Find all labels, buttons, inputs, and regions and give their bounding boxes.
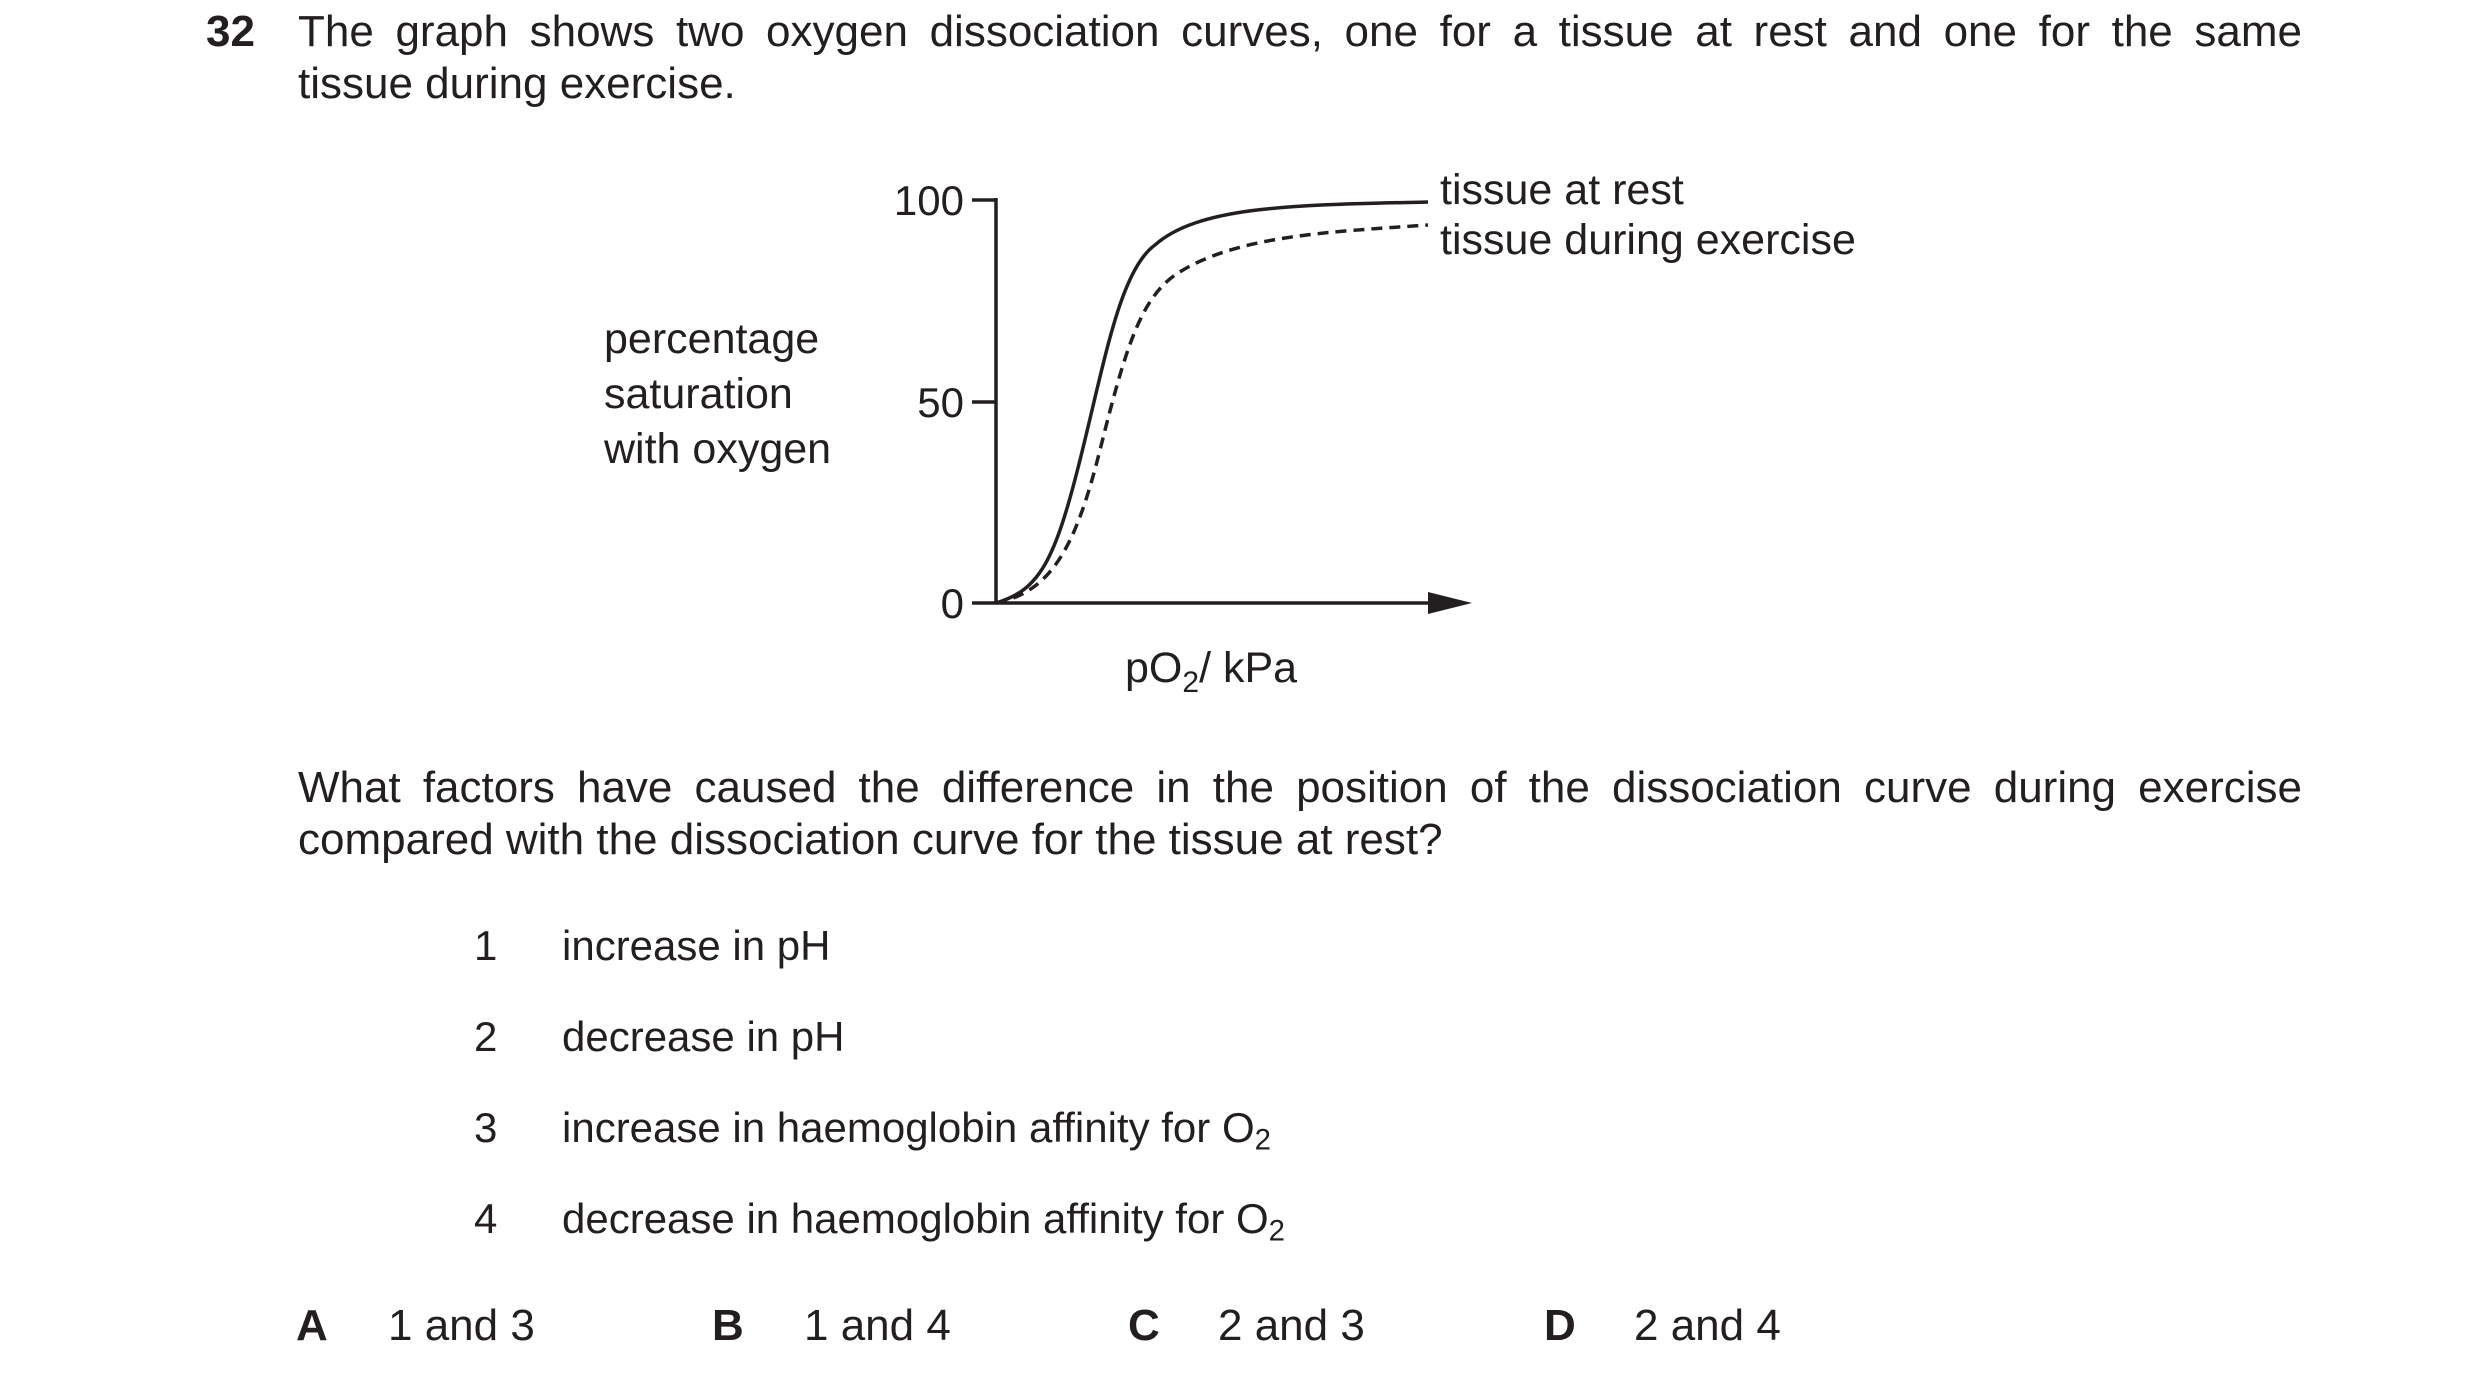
y-tick-label-0: 0 — [941, 580, 964, 627]
statement-number: 1 — [474, 922, 498, 969]
prompt-line-2: compared with the dissociation curve for… — [298, 815, 1443, 864]
y-axis-label: percentage saturation with oxygen — [604, 312, 831, 477]
option-b-text[interactable]: 1 and 4 — [804, 1301, 951, 1350]
prompt-line-1: What factors have caused the difference … — [298, 763, 2302, 812]
question-stem-line-1: The graph shows two oxygen dissociation … — [298, 7, 2302, 56]
statement-text: increase in haemoglobin affinity for O2 — [562, 1102, 1271, 1157]
option-a-letter[interactable]: A — [296, 1301, 328, 1350]
option-b-letter[interactable]: B — [712, 1301, 744, 1350]
dissociation-chart: 100 50 0 tissue at rest tissue during ex… — [894, 166, 1856, 699]
statement-number: 3 — [474, 1104, 498, 1151]
y-axis-label-line-1: percentage — [604, 315, 820, 363]
x-axis-arrowhead — [1428, 592, 1472, 614]
option-c-text[interactable]: 2 and 3 — [1218, 1301, 1365, 1350]
question-number: 32 — [206, 7, 255, 56]
x-axis-label-main: pO — [1125, 644, 1182, 692]
statement-number: 4 — [474, 1195, 498, 1242]
statement-text-main: decrease in pH — [562, 1013, 845, 1060]
curve-tissue-at-rest — [995, 200, 1429, 605]
y-axis-label-line-2: saturation — [604, 370, 793, 418]
x-axis-label-subscript: 2 — [1182, 666, 1199, 699]
option-d-letter[interactable]: D — [1544, 1301, 1576, 1350]
question-stem-line-2: tissue during exercise. — [298, 59, 736, 108]
statement-text-subscript: 2 — [1254, 1123, 1271, 1157]
x-axis-label: pO2/ kPa — [1125, 644, 1297, 699]
option-d-text[interactable]: 2 and 4 — [1634, 1301, 1781, 1350]
statement-text: increase in pH — [562, 920, 830, 972]
statement-text-main: decrease in haemoglobin affinity for O — [562, 1195, 1269, 1242]
y-tick-label-100: 100 — [894, 177, 964, 224]
statement-number: 2 — [474, 1013, 498, 1060]
y-axis-label-line-3: with oxygen — [604, 425, 832, 473]
statement-text: decrease in haemoglobin affinity for O2 — [562, 1193, 1285, 1248]
legend-label-tissue-during-exercise: tissue during exercise — [1440, 216, 1856, 264]
statement-text-subscript: 2 — [1268, 1214, 1285, 1248]
option-a-text[interactable]: 1 and 3 — [388, 1301, 535, 1350]
legend-label-tissue-at-rest: tissue at rest — [1440, 166, 1684, 214]
x-axis-label-unit: / kPa — [1199, 644, 1297, 692]
option-c-letter[interactable]: C — [1128, 1301, 1160, 1350]
curve-tissue-during-exercise — [995, 223, 1429, 605]
y-tick-label-50: 50 — [917, 379, 964, 426]
statement-text: decrease in pH — [562, 1011, 845, 1063]
statement-text-main: increase in haemoglobin affinity for O — [562, 1104, 1255, 1151]
statement-text-main: increase in pH — [562, 922, 831, 969]
